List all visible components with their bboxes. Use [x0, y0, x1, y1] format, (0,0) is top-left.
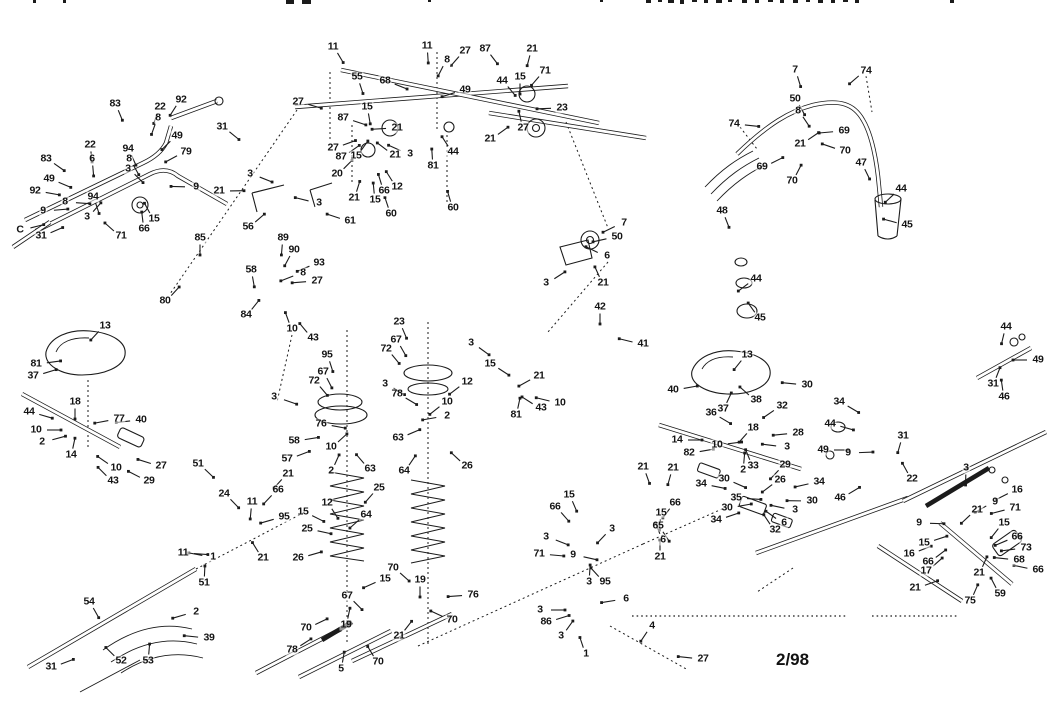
leader-lines — [30, 52, 1028, 665]
spring-columns — [314, 364, 453, 564]
seat-right-assembly — [658, 350, 846, 529]
far-right-tube — [975, 333, 1033, 380]
top-edge-fragments — [33, 0, 954, 4]
seat-left-assembly — [20, 330, 145, 449]
handlebar-left-assembly — [11, 96, 333, 249]
base-rails-center — [254, 612, 453, 679]
cross-tube-assembly — [294, 67, 647, 266]
handlebar-right-assembly — [704, 100, 902, 319]
revision-date: 2/98 — [776, 650, 810, 669]
construction-lines — [87, 52, 957, 671]
bottom-right-cluster — [755, 430, 1047, 603]
base-rails-left — [26, 567, 204, 693]
